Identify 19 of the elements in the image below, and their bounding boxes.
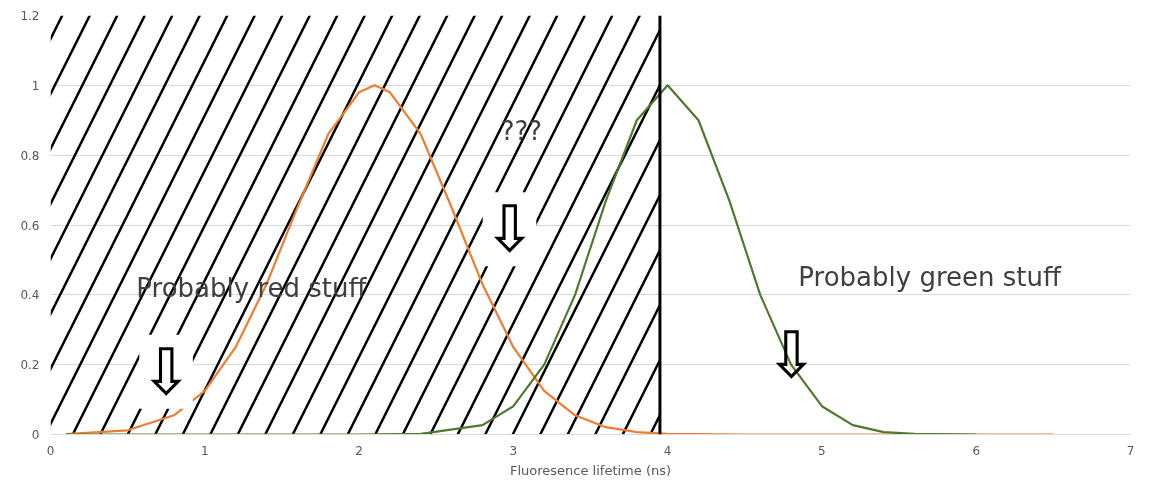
x-tick-label: 5 xyxy=(818,443,826,458)
y-tick-label: 1.2 xyxy=(20,9,40,23)
x-tick-label: 7 xyxy=(1126,443,1135,458)
x-tick-label: 3 xyxy=(509,443,518,458)
y-tick-label: 0.2 xyxy=(20,358,40,373)
annotation: ⇩ xyxy=(139,334,193,409)
y-tick-label: 0.4 xyxy=(20,288,40,303)
annotation: ⇩ xyxy=(482,192,537,267)
x-tick-label: 1 xyxy=(200,443,209,458)
x-tick-label: 2 xyxy=(355,443,363,458)
y-tick-label: 0 xyxy=(31,428,40,442)
annotation: Probably green stuff xyxy=(798,262,1062,293)
y-tick-label: 0.8 xyxy=(20,148,40,163)
x-axis-title: Fluoresence lifetime (ns) xyxy=(509,462,672,478)
x-tick-label: 0 xyxy=(46,443,55,458)
y-tick-label: 1 xyxy=(31,78,40,93)
y-tick-label: 0.6 xyxy=(20,218,40,233)
x-tick-label: 6 xyxy=(972,443,981,458)
x-tick-label: 4 xyxy=(663,443,672,458)
